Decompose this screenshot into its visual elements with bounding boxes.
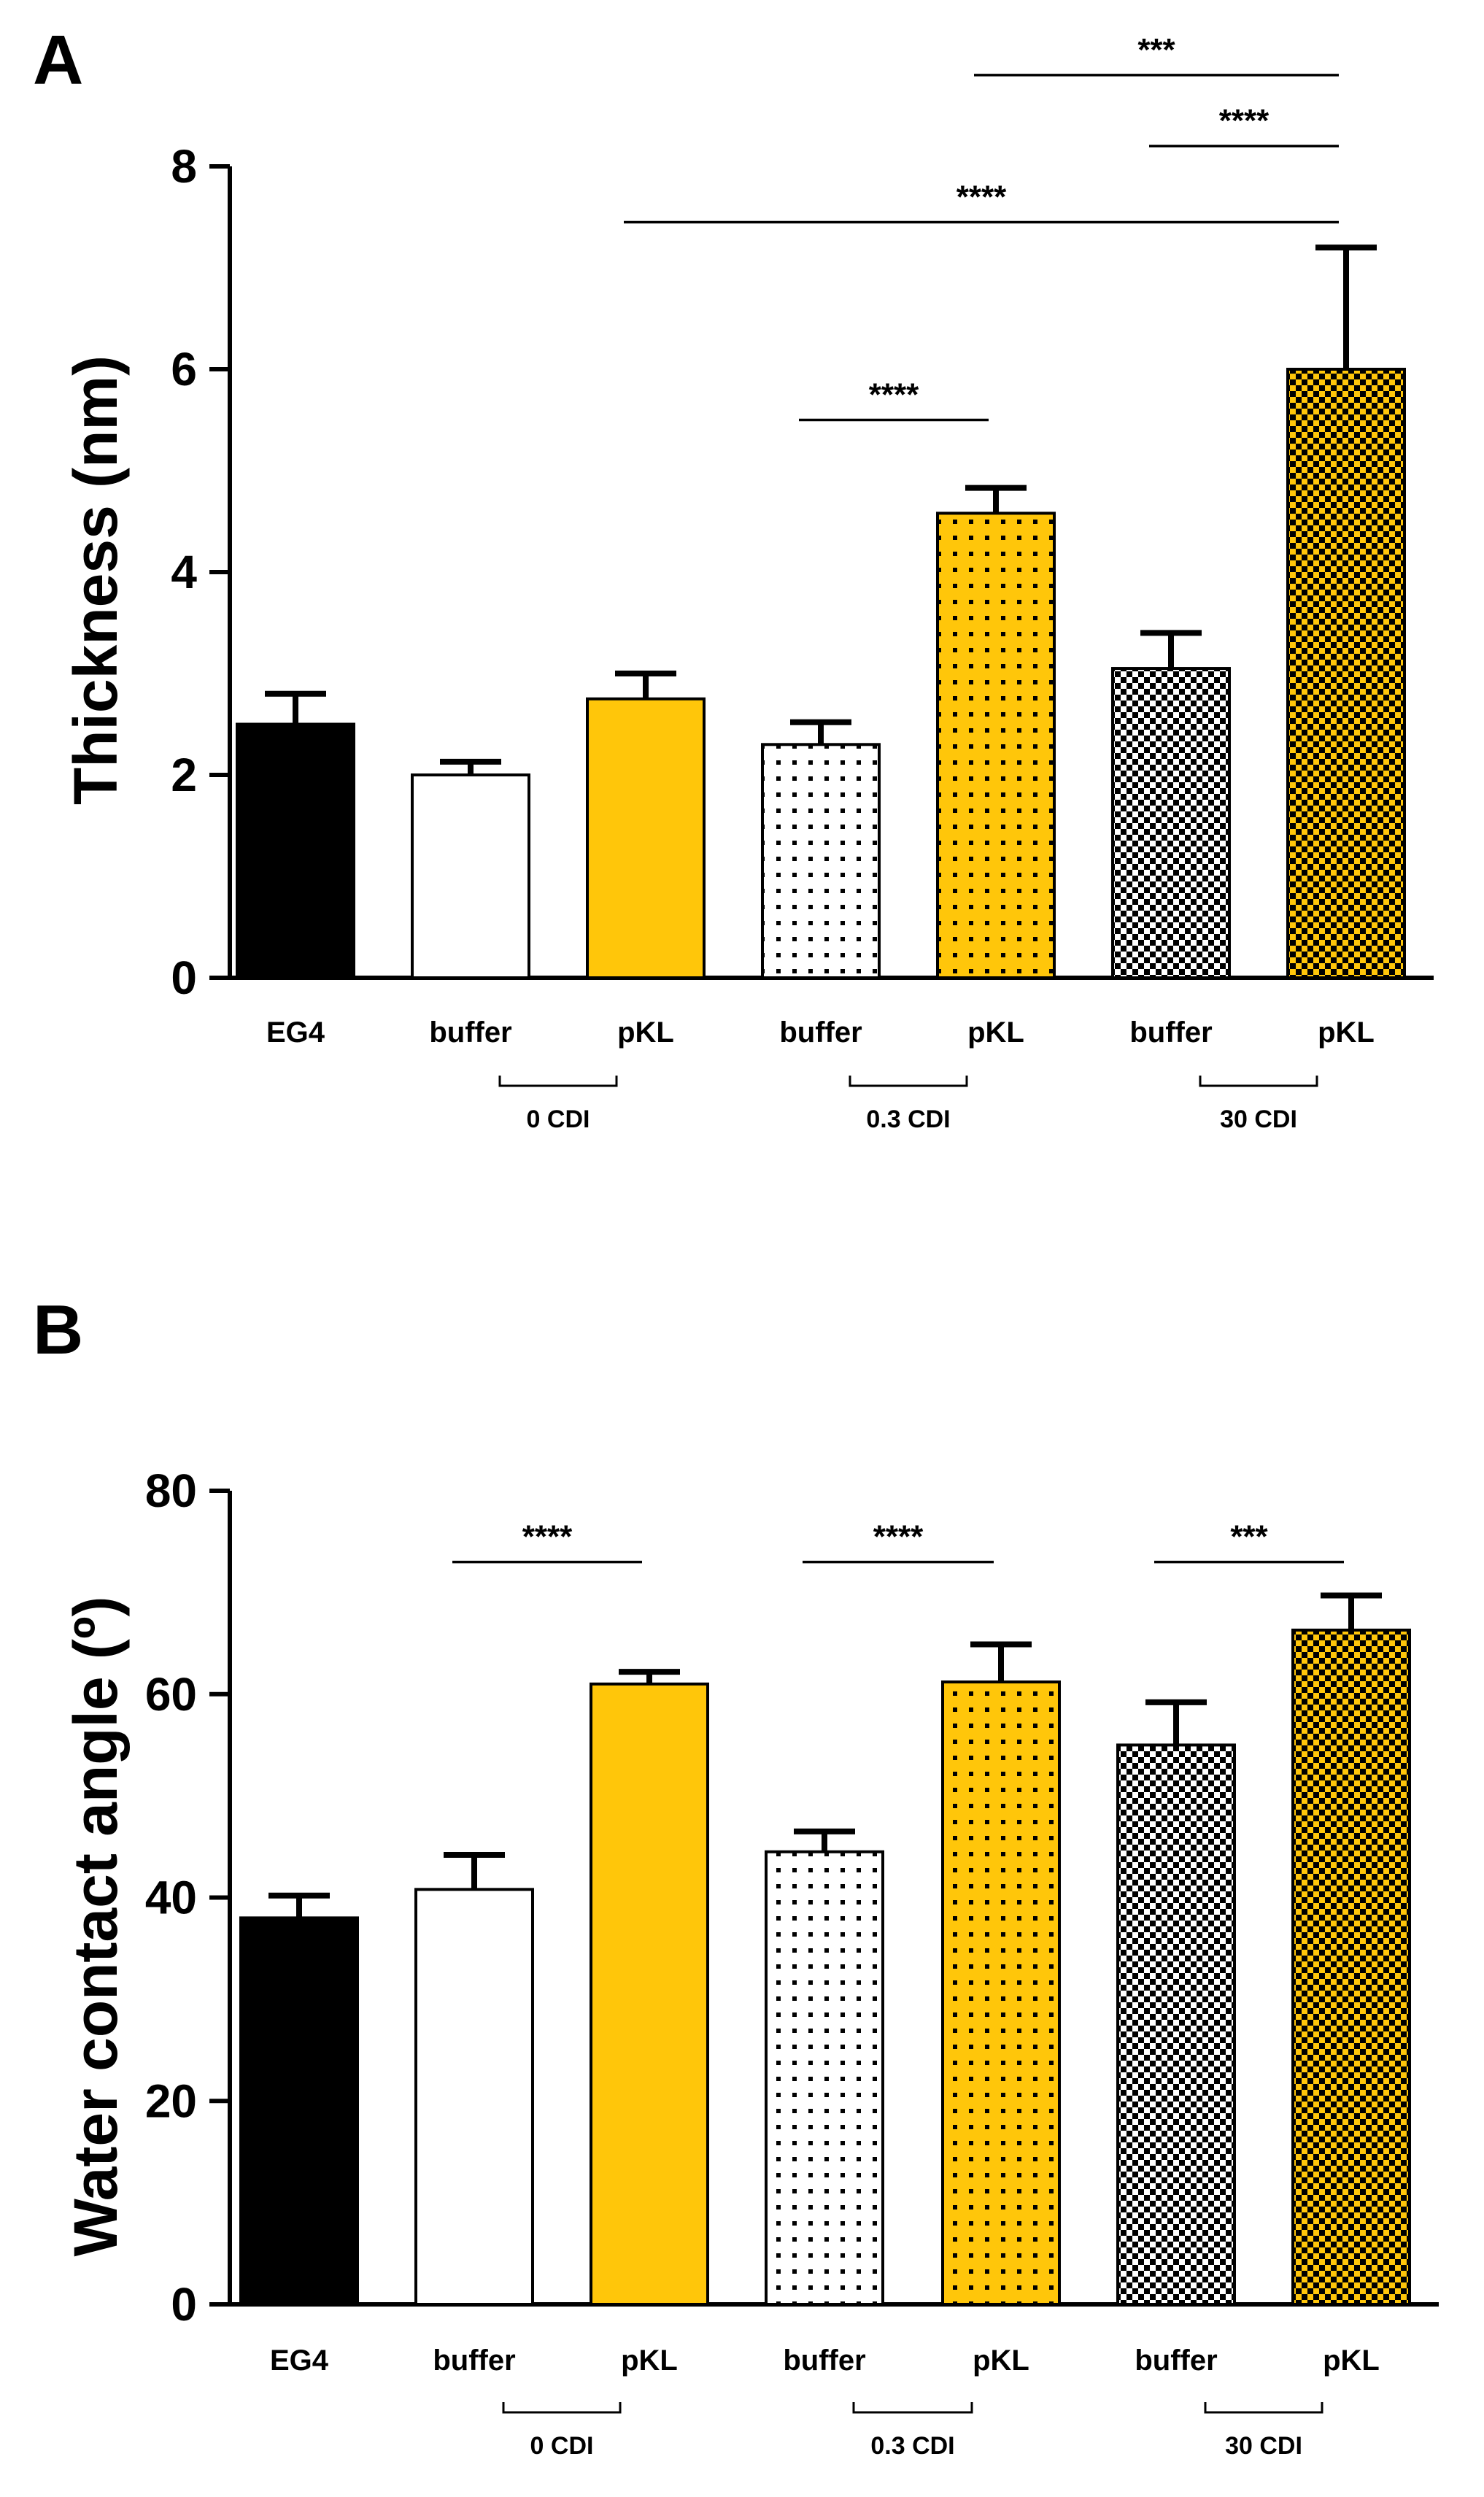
y-tick-label: 2	[171, 749, 197, 801]
x-tick-label: EG4	[266, 1016, 325, 1049]
bar	[941, 1680, 1061, 2306]
bar	[1291, 1628, 1411, 2307]
x-tick-label: pKL	[621, 2344, 678, 2377]
significance-label: ***	[1230, 1519, 1268, 1555]
bar	[586, 697, 706, 979]
significance-label: ****	[522, 1519, 573, 1555]
x-tick-label: buffer	[783, 2344, 865, 2377]
group-label: 0.3 CDI	[870, 2432, 954, 2460]
significance-label: ***	[1137, 32, 1175, 68]
x-tick-label: pKL	[617, 1016, 674, 1049]
bar	[236, 722, 355, 979]
x-tick-label: pKL	[1323, 2344, 1380, 2377]
x-tick-label: pKL	[973, 2344, 1029, 2377]
y-tick-label: 0	[171, 2278, 197, 2331]
panel-label: A	[33, 21, 83, 99]
group-label: 0 CDI	[530, 2432, 594, 2460]
bar	[239, 1916, 359, 2306]
panel-label: B	[33, 1291, 83, 1369]
y-axis-label: Water contact angle (º)	[61, 1596, 130, 2256]
x-tick-label: EG4	[270, 2344, 329, 2377]
x-tick-label: buffer	[1135, 2344, 1217, 2377]
x-tick-label: buffer	[1129, 1016, 1212, 1049]
group-label: 30 CDI	[1225, 2432, 1302, 2460]
x-tick-label: buffer	[433, 2344, 515, 2377]
group-bracket	[498, 1076, 618, 1087]
y-tick-label: 80	[145, 1464, 197, 1517]
bar	[1111, 667, 1231, 979]
y-tick-label: 4	[171, 546, 197, 598]
bar	[1116, 1743, 1236, 2306]
y-tick-label: 0	[171, 952, 197, 1004]
group-bracket	[1204, 2402, 1323, 2414]
panel-b: B Water contact angle (º) 0 20 40 60 80 EG4 bu…	[33, 1291, 1439, 2460]
significance-label: ****	[957, 179, 1007, 215]
group-bracket	[502, 2402, 622, 2414]
y-tick-label: 8	[171, 140, 197, 193]
group-label: 0 CDI	[527, 1105, 590, 1133]
group-bracket	[1199, 1076, 1318, 1087]
panel-a: A Thickness (nm) 0 2 4 6 8 EG4 buffer pKL buffer…	[33, 21, 1434, 1133]
bar	[936, 512, 1056, 979]
group-label: 30 CDI	[1220, 1105, 1297, 1133]
bar	[414, 1888, 534, 2307]
group-label: 0.3 CDI	[866, 1105, 950, 1133]
bar	[590, 1682, 709, 2306]
y-tick-label: 40	[145, 1872, 197, 1924]
bar	[1286, 368, 1406, 979]
significance-label: ****	[1219, 103, 1269, 139]
y-axis-label: Thickness (nm)	[61, 355, 130, 805]
bar	[411, 773, 530, 979]
y-tick-label: 20	[145, 2075, 197, 2127]
y-tick-label: 6	[171, 343, 197, 395]
group-bracket	[849, 1076, 968, 1087]
group-bracket	[852, 2402, 973, 2414]
x-tick-label: buffer	[779, 1016, 862, 1049]
bar	[761, 743, 881, 979]
x-tick-label: pKL	[967, 1016, 1024, 1049]
y-tick-label: 60	[145, 1668, 197, 1721]
bar	[765, 1850, 884, 2306]
significance-label: ****	[873, 1519, 924, 1555]
x-tick-label: pKL	[1318, 1016, 1375, 1049]
x-tick-label: buffer	[429, 1016, 511, 1049]
significance-label: ****	[869, 377, 919, 413]
